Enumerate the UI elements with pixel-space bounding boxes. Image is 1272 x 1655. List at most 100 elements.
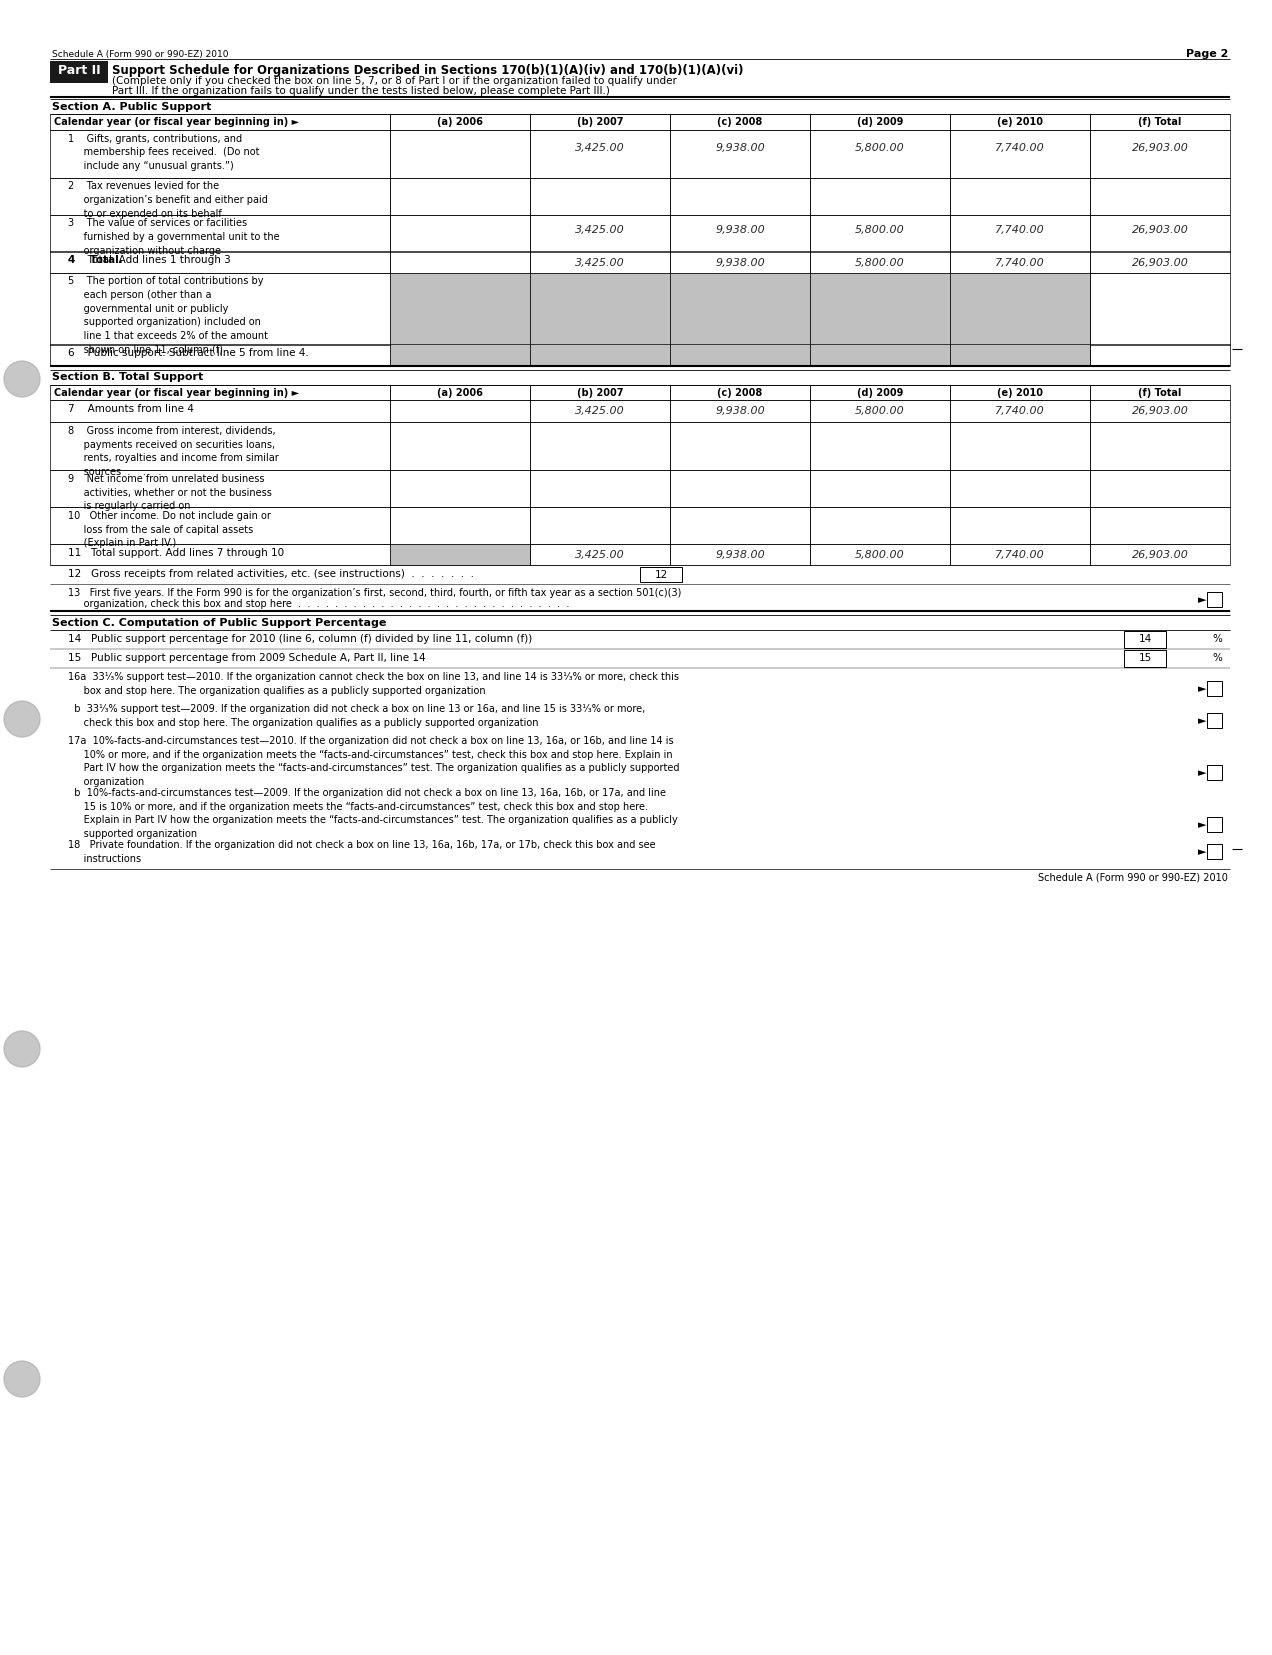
Bar (950, 131, 1090, 179)
Text: (f) Total: (f) Total (1138, 387, 1182, 397)
Text: ►: ► (1198, 768, 1207, 778)
Circle shape (4, 362, 39, 397)
Text: (b) 2007: (b) 2007 (576, 118, 623, 127)
Bar (50, 422, 391, 470)
Text: 7,740.00: 7,740.00 (995, 225, 1044, 235)
Bar (1090, 508, 1230, 544)
Text: 7,740.00: 7,740.00 (995, 258, 1044, 268)
Text: Calendar year (or fiscal year beginning in) ►: Calendar year (or fiscal year beginning … (53, 118, 299, 127)
Text: 10   Other income. Do not include gain or
     loss from the sale of capital ass: 10 Other income. Do not include gain or … (67, 511, 271, 548)
Bar (50, 179, 391, 215)
Bar (810, 508, 950, 544)
Bar (670, 401, 810, 422)
Text: 14   Public support percentage for 2010 (line 6, column (f) divided by line 11, : 14 Public support percentage for 2010 (l… (67, 634, 532, 644)
Bar (1090, 252, 1230, 273)
Text: 9,938.00: 9,938.00 (715, 549, 764, 559)
Text: ►: ► (1198, 715, 1207, 725)
Bar (530, 508, 670, 544)
Bar (391, 346, 530, 366)
Text: ►: ► (1198, 846, 1207, 857)
Text: %: % (1212, 652, 1222, 662)
Bar (391, 215, 530, 252)
Text: (e) 2010: (e) 2010 (997, 118, 1043, 127)
Bar (1090, 273, 1230, 346)
Bar (391, 114, 530, 131)
Bar (950, 215, 1090, 252)
Text: 4    Total.: 4 Total. (67, 255, 123, 265)
Bar (950, 346, 1090, 366)
Bar (950, 179, 1090, 215)
Bar (530, 422, 670, 470)
Text: (e) 2010: (e) 2010 (997, 387, 1043, 397)
Text: 7,740.00: 7,740.00 (995, 142, 1044, 152)
Bar (50, 544, 391, 566)
Text: (d) 2009: (d) 2009 (857, 118, 903, 127)
Bar (810, 131, 950, 179)
Text: 3,425.00: 3,425.00 (575, 258, 625, 268)
Bar (810, 470, 950, 508)
Text: Schedule A (Form 990 or 990-EZ) 2010: Schedule A (Form 990 or 990-EZ) 2010 (52, 50, 229, 60)
Text: Part II: Part II (57, 65, 100, 76)
Bar (950, 273, 1090, 346)
Bar (1090, 215, 1230, 252)
Text: (c) 2008: (c) 2008 (717, 387, 763, 397)
Text: 3,425.00: 3,425.00 (575, 405, 625, 417)
Text: Section B. Total Support: Section B. Total Support (52, 372, 204, 382)
Bar (670, 544, 810, 566)
Bar (50, 346, 391, 366)
Bar (530, 179, 670, 215)
Bar (530, 131, 670, 179)
Text: 5    The portion of total contributions by
     each person (other than a
     g: 5 The portion of total contributions by … (67, 276, 268, 354)
Circle shape (4, 1360, 39, 1397)
Bar (950, 508, 1090, 544)
Text: 26,903.00: 26,903.00 (1132, 225, 1188, 235)
Bar (530, 346, 670, 366)
Text: 12: 12 (654, 569, 668, 579)
Text: 6    Public support. Subtract line 5 from line 4.: 6 Public support. Subtract line 5 from l… (67, 348, 309, 357)
Bar (950, 422, 1090, 470)
Bar (950, 544, 1090, 566)
Text: Calendar year (or fiscal year beginning in) ►: Calendar year (or fiscal year beginning … (53, 387, 299, 397)
Text: 9,938.00: 9,938.00 (715, 225, 764, 235)
Text: 1    Gifts, grants, contributions, and
     membership fees received.  (Do not
 : 1 Gifts, grants, contributions, and memb… (67, 134, 259, 170)
Bar (50, 114, 391, 131)
Text: 7,740.00: 7,740.00 (995, 549, 1044, 559)
Text: (c) 2008: (c) 2008 (717, 118, 763, 127)
Bar (1207, 766, 1222, 781)
Text: Page 2: Page 2 (1186, 50, 1227, 60)
Bar (1124, 632, 1166, 649)
Bar (50, 386, 391, 401)
Bar (1090, 386, 1230, 401)
Bar (530, 470, 670, 508)
Bar (1090, 346, 1230, 366)
Text: 26,903.00: 26,903.00 (1132, 405, 1188, 417)
Bar (391, 131, 530, 179)
Bar (810, 544, 950, 566)
Text: 4    Total. Add lines 1 through 3: 4 Total. Add lines 1 through 3 (67, 255, 230, 265)
Text: 3,425.00: 3,425.00 (575, 225, 625, 235)
Bar (391, 470, 530, 508)
Bar (530, 544, 670, 566)
Text: 14: 14 (1138, 634, 1151, 644)
Bar (1207, 818, 1222, 832)
Text: 15: 15 (1138, 652, 1151, 662)
Text: 5,800.00: 5,800.00 (855, 549, 904, 559)
Bar (391, 422, 530, 470)
Circle shape (4, 702, 39, 738)
Text: ►: ► (1198, 594, 1207, 604)
Bar (1090, 422, 1230, 470)
Text: 5,800.00: 5,800.00 (855, 405, 904, 417)
Bar (670, 252, 810, 273)
Text: 9,938.00: 9,938.00 (715, 258, 764, 268)
Text: 26,903.00: 26,903.00 (1132, 258, 1188, 268)
Circle shape (4, 1031, 39, 1067)
Text: (a) 2006: (a) 2006 (438, 118, 483, 127)
Bar (391, 508, 530, 544)
Bar (670, 346, 810, 366)
Text: 9    Net income from unrelated business
     activities, whether or not the busi: 9 Net income from unrelated business act… (67, 473, 272, 511)
Text: 12   Gross receipts from related activities, etc. (see instructions)  .  .  .  .: 12 Gross receipts from related activitie… (67, 569, 474, 579)
Text: 26,903.00: 26,903.00 (1132, 549, 1188, 559)
Text: 5,800.00: 5,800.00 (855, 258, 904, 268)
Bar (810, 215, 950, 252)
Bar (1207, 713, 1222, 728)
